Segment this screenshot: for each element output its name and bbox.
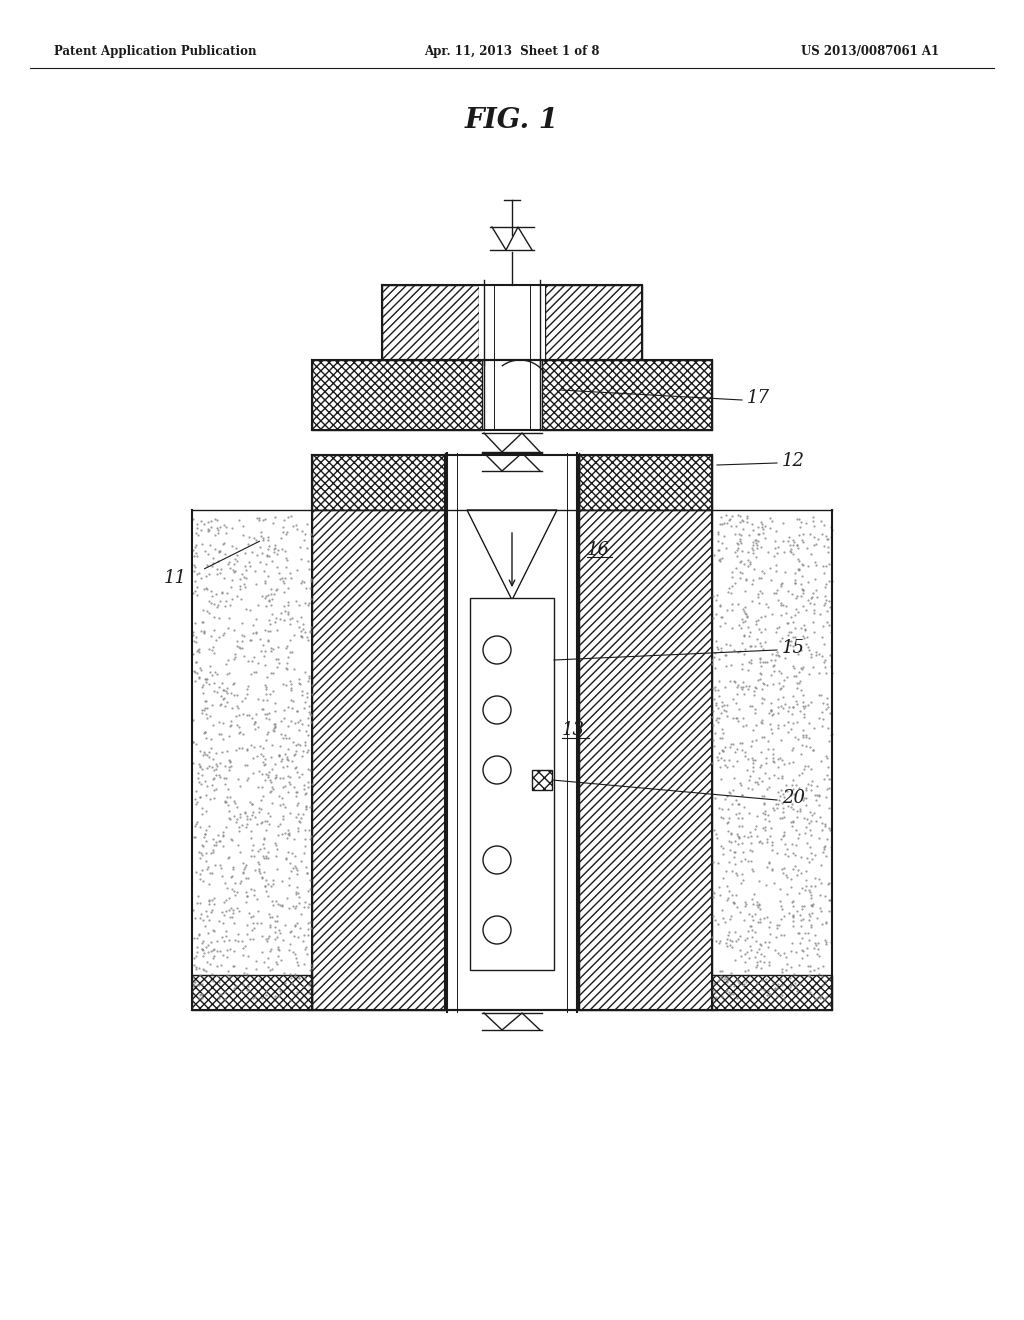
Bar xyxy=(382,285,479,360)
Circle shape xyxy=(483,696,511,723)
Text: Patent Application Publication: Patent Application Publication xyxy=(53,45,256,58)
Bar xyxy=(545,285,642,360)
Text: 17: 17 xyxy=(746,389,770,407)
Bar xyxy=(312,455,445,510)
Circle shape xyxy=(483,756,511,784)
Bar xyxy=(579,455,712,510)
Bar xyxy=(579,510,712,1010)
Circle shape xyxy=(483,916,511,944)
Bar xyxy=(312,360,482,430)
Bar xyxy=(532,770,552,789)
Text: Apr. 11, 2013  Sheet 1 of 8: Apr. 11, 2013 Sheet 1 of 8 xyxy=(424,45,600,58)
Circle shape xyxy=(483,636,511,664)
Bar xyxy=(545,285,642,360)
Bar xyxy=(193,975,312,1010)
Bar xyxy=(312,455,445,510)
Text: US 2013/0087061 A1: US 2013/0087061 A1 xyxy=(801,45,939,58)
Text: 12: 12 xyxy=(782,451,805,470)
Bar xyxy=(193,975,312,1010)
Circle shape xyxy=(483,846,511,874)
Bar xyxy=(712,975,831,1010)
Text: 16: 16 xyxy=(587,541,610,558)
Bar xyxy=(470,598,554,970)
Bar xyxy=(532,770,552,789)
Text: 11: 11 xyxy=(164,569,187,587)
Bar xyxy=(542,360,712,430)
Text: 15: 15 xyxy=(782,639,805,657)
Bar xyxy=(312,510,445,1010)
Bar xyxy=(382,285,479,360)
Text: FIG. 1: FIG. 1 xyxy=(465,107,559,133)
Bar xyxy=(579,510,712,1010)
Bar xyxy=(579,455,712,510)
Polygon shape xyxy=(467,510,557,601)
Bar xyxy=(542,360,712,430)
Bar xyxy=(479,285,545,360)
Bar xyxy=(312,510,445,1010)
Text: 20: 20 xyxy=(782,789,805,807)
Text: 13: 13 xyxy=(562,721,585,739)
Bar xyxy=(712,975,831,1010)
Bar xyxy=(312,360,482,430)
